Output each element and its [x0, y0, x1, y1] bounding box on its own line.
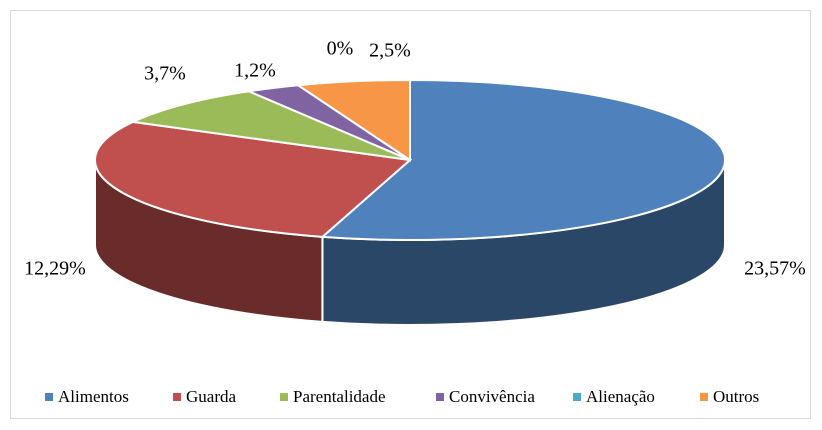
slice — [319, 78, 726, 241]
legend-swatch — [700, 393, 708, 401]
legend-label: Alienação — [586, 387, 655, 406]
data-label: 1,2% — [234, 60, 276, 82]
legend-label: Alimentos — [58, 387, 129, 406]
data-label: 23,57% — [744, 258, 806, 280]
legend-swatch — [280, 393, 288, 401]
legend-label: Guarda — [186, 387, 236, 406]
data-label: 3,7% — [144, 63, 186, 85]
data-label: 2,5% — [369, 40, 411, 62]
slice — [129, 90, 411, 161]
chart-border — [10, 10, 811, 419]
slice — [295, 78, 411, 162]
data-label: 12,29% — [24, 258, 86, 280]
legend-label: Outros — [713, 387, 759, 406]
legend-swatch — [573, 393, 581, 401]
legend-swatch — [45, 393, 53, 401]
legend-swatch — [173, 393, 181, 401]
legend-label: Parentalidade — [293, 387, 386, 406]
slice — [94, 120, 413, 238]
data-label: 0% — [327, 38, 354, 60]
legend-swatch — [436, 393, 444, 401]
legend-label: Convivência — [449, 387, 535, 406]
